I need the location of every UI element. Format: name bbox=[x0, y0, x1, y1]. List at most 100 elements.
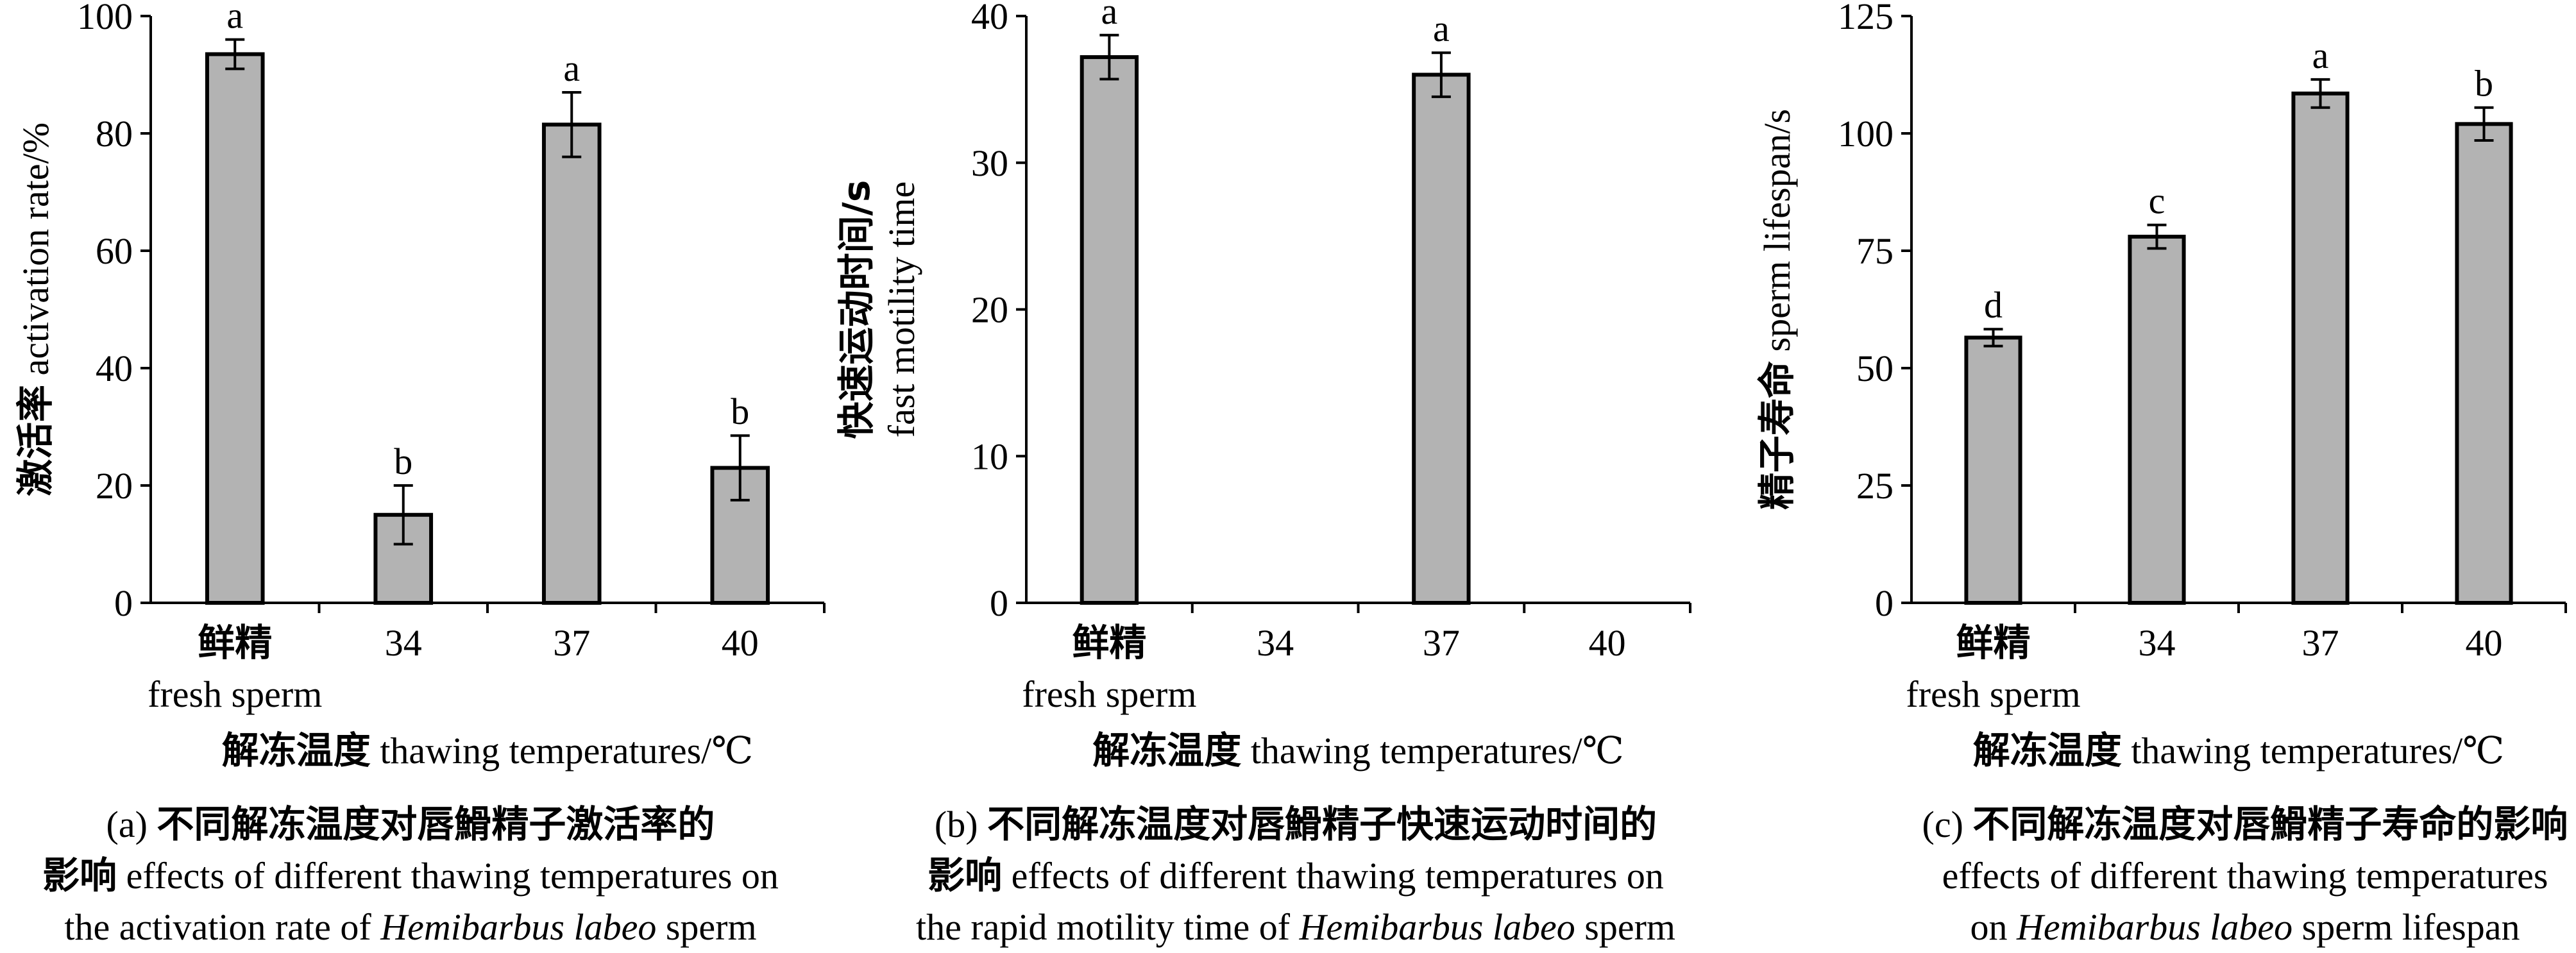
caption-species: Hemibarbus labeo bbox=[380, 906, 656, 948]
caption-cn: 影响 bbox=[928, 854, 1002, 897]
x-tick-label-cn: 鲜精 bbox=[1956, 621, 2030, 664]
x-axis-label: 解冻温度 thawing temperatures/℃ bbox=[1092, 729, 1623, 772]
caption-line: 影响 effects of different thawing temperat… bbox=[42, 854, 779, 897]
significance-letter: a bbox=[2312, 35, 2329, 76]
significance-letter: b bbox=[731, 391, 749, 432]
caption-en: (a) bbox=[106, 804, 157, 845]
x-tick-label: 37 bbox=[1423, 622, 1460, 664]
caption-line: 影响 effects of different thawing temperat… bbox=[928, 854, 1664, 897]
x-tick-label: 37 bbox=[553, 622, 590, 664]
caption-line: effects of different thawing temperature… bbox=[1942, 855, 2548, 897]
x-tick-label: 34 bbox=[2139, 622, 2176, 664]
caption-en: (b) bbox=[935, 804, 987, 845]
significance-letter: a bbox=[1433, 8, 1450, 49]
y-tick-label: 50 bbox=[1856, 348, 1894, 389]
x-tick-label: 40 bbox=[722, 622, 759, 664]
bar bbox=[541, 122, 602, 605]
x-axis-label-cn: 解冻温度 bbox=[222, 729, 371, 772]
y-axis-label-cn: 精子寿命 bbox=[1755, 361, 1799, 510]
y-axis-label-en: fast motility time bbox=[881, 181, 922, 438]
bar bbox=[1412, 72, 1471, 605]
x-tick-label: 鲜精 fresh sperm bbox=[148, 621, 322, 715]
caption-line: (b) 不同解冻温度对唇䱻精子快速运动时间的 bbox=[935, 802, 1657, 846]
y-tick-label: 30 bbox=[971, 142, 1008, 184]
caption-line: on Hemibarbus labeo sperm lifespan bbox=[1970, 906, 2520, 948]
x-tick-label: 鲜精 fresh sperm bbox=[1906, 621, 2080, 715]
caption-cn: 不同解冻温度对唇䱻精子快速运动时间的 bbox=[987, 802, 1657, 846]
x-axis-label: 解冻温度 thawing temperatures/℃ bbox=[1973, 729, 2504, 772]
y-tick-label: 0 bbox=[990, 582, 1008, 624]
caption-en: effects of different thawing temperature… bbox=[117, 855, 779, 897]
caption-en: effects of different thawing temperature… bbox=[1002, 855, 1664, 897]
y-tick-label: 75 bbox=[1856, 230, 1894, 272]
caption-en: the rapid motility time of bbox=[916, 906, 1300, 948]
y-tick-label: 40 bbox=[96, 348, 133, 389]
bar bbox=[205, 52, 265, 605]
caption-en-tail: sperm bbox=[1575, 906, 1675, 948]
y-tick-label: 20 bbox=[96, 465, 133, 507]
x-tick-label-cn: 鲜精 bbox=[198, 621, 272, 664]
x-axis-label-cn: 解冻温度 bbox=[1973, 729, 2122, 772]
y-tick-label: 25 bbox=[1856, 465, 1894, 507]
y-axis-label-cn: 激活率 bbox=[13, 385, 57, 496]
y-tick-label: 125 bbox=[1838, 0, 1894, 37]
caption-line: the rapid motility time of Hemibarbus la… bbox=[916, 906, 1675, 948]
y-tick-label: 20 bbox=[971, 289, 1008, 331]
y-tick-label: 0 bbox=[114, 582, 133, 624]
caption-en-tail: sperm lifespan bbox=[2292, 906, 2520, 948]
x-tick-label: 34 bbox=[1257, 622, 1294, 664]
bar bbox=[2128, 235, 2186, 605]
x-tick-label: 37 bbox=[2302, 622, 2339, 664]
significance-letter: c bbox=[2149, 180, 2165, 222]
significance-letter: a bbox=[226, 0, 243, 37]
caption-en-tail: sperm bbox=[656, 906, 756, 948]
y-axis-label-en: activation rate/% bbox=[15, 122, 56, 385]
y-axis-label: 激活率 activation rate/% bbox=[13, 122, 57, 496]
x-tick-label: 40 bbox=[1589, 622, 1626, 664]
caption-en: the activation rate of bbox=[64, 906, 380, 948]
x-tick-label-en: fresh sperm bbox=[1022, 673, 1196, 715]
x-tick-label-en: fresh sperm bbox=[1906, 673, 2080, 715]
significance-letter: a bbox=[1101, 0, 1118, 32]
y-axis-label-cn: 快速运动时间/s bbox=[835, 180, 878, 439]
chart-panel-b: 0 10 20 30 40 鲜精 fresh sperm a 34 37 a 40 快速运动时间/s fa… bbox=[835, 0, 1691, 948]
bar bbox=[1080, 55, 1139, 605]
x-tick-label: 鲜精 fresh sperm bbox=[1022, 621, 1196, 715]
y-tick-label: 10 bbox=[971, 435, 1008, 477]
significance-letter: b bbox=[394, 441, 412, 482]
significance-letter: a bbox=[563, 47, 580, 89]
caption-cn: 不同解冻温度对唇䱻精子寿命的影响 bbox=[1972, 802, 2568, 846]
significance-letter: d bbox=[1984, 284, 2003, 326]
bar bbox=[373, 512, 434, 605]
chart-panel-a: 0 20 40 60 80 100 鲜精 fresh sperm a 34 b 37 a 40 b 激活率 a… bbox=[13, 0, 826, 948]
caption-line: the activation rate of Hemibarbus labeo … bbox=[64, 906, 756, 948]
x-tick-label-cn: 鲜精 bbox=[1072, 621, 1146, 664]
y-axis-label-en: sperm lifespan/s bbox=[1756, 109, 1798, 361]
bar bbox=[1964, 335, 2022, 605]
caption-en: on bbox=[1970, 906, 2017, 948]
caption-cn: 影响 bbox=[42, 854, 117, 897]
y-tick-label: 40 bbox=[971, 0, 1008, 37]
caption-cn: 不同解冻温度对唇䱻精子激活率的 bbox=[157, 802, 715, 846]
caption-en: (c) bbox=[1922, 804, 1973, 845]
caption-line: (c) 不同解冻温度对唇䱻精子寿命的影响 bbox=[1922, 802, 2568, 846]
x-axis-label: 解冻温度 thawing temperatures/℃ bbox=[222, 729, 753, 772]
y-tick-label: 100 bbox=[1838, 113, 1894, 155]
y-tick-label: 0 bbox=[1875, 582, 1894, 624]
x-axis-label-en: thawing temperatures/℃ bbox=[1241, 730, 1623, 772]
y-tick-label: 60 bbox=[96, 230, 133, 272]
x-tick-label-en: fresh sperm bbox=[148, 673, 322, 715]
chart-panel-c: 0 25 50 75 100 125 鲜精 fresh sperm d 34 c 37 a 40 b 精子寿命… bbox=[1755, 0, 2568, 948]
y-axis-label: 精子寿命 sperm lifespan/s bbox=[1755, 109, 1799, 510]
caption-line: (a) 不同解冻温度对唇䱻精子激活率的 bbox=[106, 802, 715, 846]
bar bbox=[2291, 91, 2350, 605]
caption-species: Hemibarbus labeo bbox=[1299, 906, 1575, 948]
y-tick-label: 100 bbox=[77, 0, 133, 37]
x-axis-label-en: thawing temperatures/℃ bbox=[371, 730, 753, 772]
caption-en: effects of different thawing temperature… bbox=[1942, 855, 2548, 897]
bar bbox=[2455, 122, 2513, 605]
x-tick-label: 40 bbox=[2466, 622, 2503, 664]
x-axis-label-cn: 解冻温度 bbox=[1092, 729, 1241, 772]
significance-letter: b bbox=[2475, 63, 2493, 105]
